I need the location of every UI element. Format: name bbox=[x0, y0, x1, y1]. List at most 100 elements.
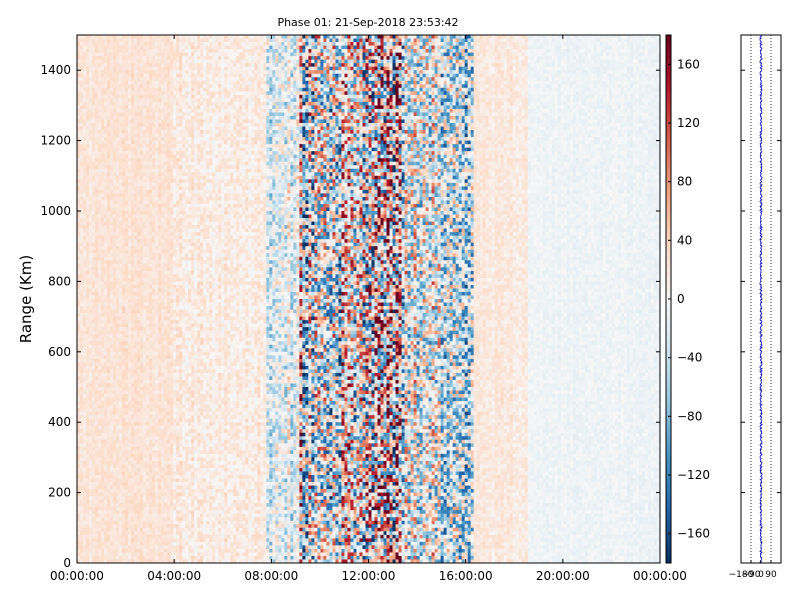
heatmap-cell bbox=[92, 295, 95, 299]
heatmap-cell bbox=[170, 440, 173, 444]
heatmap-cell bbox=[152, 288, 155, 292]
heatmap-cell bbox=[167, 464, 170, 468]
heatmap-cell bbox=[125, 155, 128, 159]
heatmap-cell bbox=[128, 60, 131, 64]
heatmap-cell bbox=[131, 158, 134, 162]
heatmap-cell bbox=[164, 246, 167, 250]
heatmap-cell bbox=[110, 338, 113, 342]
heatmap-cell bbox=[92, 471, 95, 475]
heatmap-cell bbox=[167, 119, 170, 123]
heatmap-cell bbox=[107, 60, 110, 64]
heatmap-cell bbox=[92, 253, 95, 257]
heatmap-cell bbox=[92, 398, 95, 402]
heatmap-cell bbox=[113, 56, 116, 60]
heatmap-cell bbox=[86, 419, 89, 423]
heatmap-cell bbox=[89, 366, 92, 370]
heatmap-cell bbox=[101, 74, 104, 78]
heatmap-cell bbox=[116, 486, 119, 490]
heatmap-cell bbox=[83, 468, 86, 472]
heatmap-cell bbox=[98, 313, 101, 317]
heatmap-cell bbox=[155, 373, 158, 377]
heatmap-cell bbox=[161, 415, 164, 419]
heatmap-cell bbox=[161, 556, 164, 560]
heatmap-cell bbox=[77, 232, 80, 236]
heatmap-cell bbox=[131, 204, 134, 208]
heatmap-cell bbox=[131, 130, 134, 134]
heatmap-cell bbox=[125, 49, 128, 53]
heatmap-cell bbox=[104, 49, 107, 53]
heatmap-cell bbox=[95, 225, 98, 229]
heatmap-cell bbox=[167, 556, 170, 560]
heatmap-cell bbox=[83, 450, 86, 454]
heatmap-cell bbox=[104, 450, 107, 454]
heatmap-cell bbox=[134, 239, 137, 243]
heatmap-cell bbox=[116, 127, 119, 131]
heatmap-cell bbox=[155, 60, 158, 64]
heatmap-cell bbox=[116, 528, 119, 532]
heatmap-cell bbox=[86, 70, 89, 74]
heatmap-cell bbox=[116, 454, 119, 458]
heatmap-cell bbox=[161, 419, 164, 423]
heatmap-cell bbox=[86, 102, 89, 106]
heatmap-cell bbox=[134, 35, 137, 39]
heatmap-cell bbox=[131, 369, 134, 373]
heatmap-cell bbox=[83, 169, 86, 173]
heatmap-cell bbox=[146, 482, 149, 486]
heatmap-cell bbox=[77, 60, 80, 64]
heatmap-cell bbox=[116, 35, 119, 39]
heatmap-cell bbox=[86, 507, 89, 511]
heatmap-cell bbox=[128, 528, 131, 532]
heatmap-cell bbox=[80, 535, 83, 539]
heatmap-cell bbox=[92, 264, 95, 268]
heatmap-cell bbox=[164, 419, 167, 423]
heatmap-cell bbox=[113, 39, 116, 43]
heatmap-cell bbox=[128, 373, 131, 377]
heatmap-cell bbox=[170, 496, 173, 500]
heatmap-cell bbox=[137, 331, 140, 335]
heatmap-cell bbox=[83, 464, 86, 468]
heatmap-cell bbox=[119, 35, 122, 39]
heatmap-cell bbox=[167, 215, 170, 219]
heatmap-cell bbox=[95, 383, 98, 387]
heatmap-cell bbox=[140, 77, 143, 81]
heatmap-cell bbox=[134, 299, 137, 303]
heatmap-cell bbox=[167, 250, 170, 254]
heatmap-cell bbox=[113, 186, 116, 190]
heatmap-cell bbox=[134, 556, 137, 560]
heatmap-cell bbox=[173, 218, 176, 222]
heatmap-cell bbox=[173, 310, 176, 314]
heatmap-cell bbox=[83, 165, 86, 169]
heatmap-cell bbox=[149, 457, 152, 461]
heatmap-cell bbox=[89, 271, 92, 275]
heatmap-cell bbox=[146, 538, 149, 542]
heatmap-cell bbox=[104, 148, 107, 152]
heatmap-cell bbox=[107, 440, 110, 444]
heatmap-cell bbox=[146, 144, 149, 148]
heatmap-cell bbox=[152, 415, 155, 419]
heatmap-cell bbox=[110, 391, 113, 395]
heatmap-cell bbox=[140, 345, 143, 349]
heatmap-cell bbox=[137, 98, 140, 102]
heatmap-cell bbox=[167, 345, 170, 349]
heatmap-cell bbox=[92, 165, 95, 169]
heatmap-cell bbox=[167, 112, 170, 116]
heatmap-cell bbox=[158, 500, 161, 504]
heatmap-cell bbox=[119, 426, 122, 430]
heatmap-cell bbox=[101, 415, 104, 419]
heatmap-cell bbox=[125, 426, 128, 430]
heatmap-cell bbox=[110, 158, 113, 162]
heatmap-cell bbox=[173, 517, 176, 521]
heatmap-cell bbox=[161, 454, 164, 458]
heatmap-cell bbox=[131, 359, 134, 363]
heatmap-cell bbox=[134, 236, 137, 240]
heatmap-cell bbox=[83, 355, 86, 359]
heatmap-cell bbox=[170, 331, 173, 335]
heatmap-cell bbox=[101, 197, 104, 201]
heatmap-cell bbox=[164, 447, 167, 451]
heatmap-cell bbox=[164, 35, 167, 39]
heatmap-cell bbox=[167, 141, 170, 145]
heatmap-cell bbox=[155, 496, 158, 500]
heatmap-cell bbox=[170, 285, 173, 289]
heatmap-cell bbox=[98, 457, 101, 461]
heatmap-cell bbox=[152, 264, 155, 268]
